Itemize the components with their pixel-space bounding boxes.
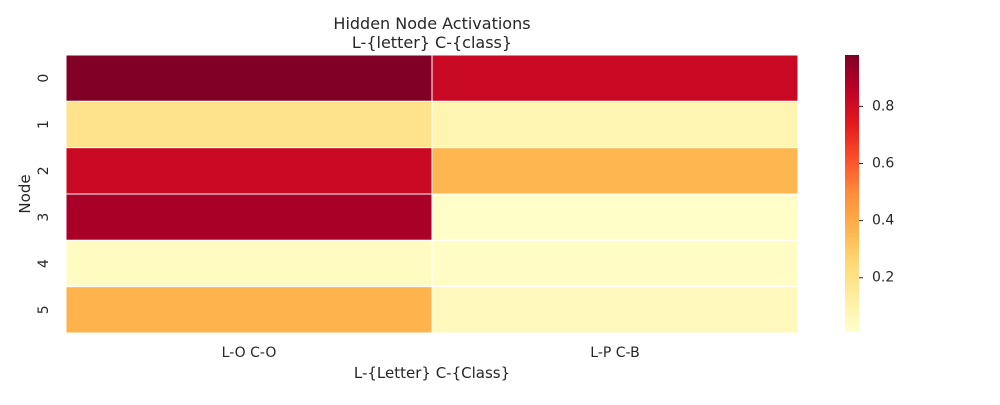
colorbar-ticks: 0.2 0.4 0.6 0.8 [859, 98, 894, 286]
y-tick-label-1: 1 [36, 120, 52, 129]
x-axis-label: L-{Letter} C-{Class} [354, 364, 510, 382]
y-tick-label-2: 2 [36, 166, 52, 175]
heatmap-cell-r1-c0 [65, 100, 433, 149]
heatmap-cell-r2-c1 [431, 147, 799, 195]
y-axis-label: Node [16, 174, 34, 213]
heatmap-cell-r4-c0 [65, 239, 433, 288]
colorbar-tick-label-2: 0.6 [872, 156, 894, 172]
y-tick-label-5: 5 [36, 305, 52, 314]
heatmap-cell-r3-c1 [431, 193, 799, 241]
y-tick-labels: 0 1 2 3 4 5 [36, 74, 52, 315]
heatmap-cell-r2-c0 [65, 147, 433, 195]
colorbar [845, 55, 859, 332]
heatmap-cell-r4-c1 [431, 239, 799, 288]
heatmap-cell-r0-c1 [431, 54, 799, 102]
chart-subtitle: L-{letter} C-{class} [352, 33, 512, 52]
heatmap-cell-r5-c0 [65, 286, 433, 334]
heatmap-cell-r0-c0 [65, 54, 433, 102]
heatmap-cell-r1-c1 [431, 100, 799, 149]
chart-title: Hidden Node Activations [333, 14, 530, 33]
heatmap-cells [65, 54, 799, 334]
x-tick-label-1: L-P C-B [590, 345, 639, 361]
colorbar-tick-label-3: 0.8 [872, 98, 894, 114]
heatmap-cell-r3-c0 [65, 193, 433, 241]
x-tick-labels: L-O C-O L-P C-B [222, 345, 640, 361]
y-tick-label-0: 0 [36, 74, 52, 83]
y-tick-label-3: 3 [36, 213, 52, 222]
colorbar-tick-label-1: 0.4 [872, 213, 894, 229]
heatmap-cell-r5-c1 [431, 286, 799, 334]
y-tick-label-4: 4 [36, 259, 52, 268]
x-tick-label-0: L-O C-O [222, 345, 277, 361]
colorbar-tick-label-0: 0.2 [872, 270, 894, 286]
